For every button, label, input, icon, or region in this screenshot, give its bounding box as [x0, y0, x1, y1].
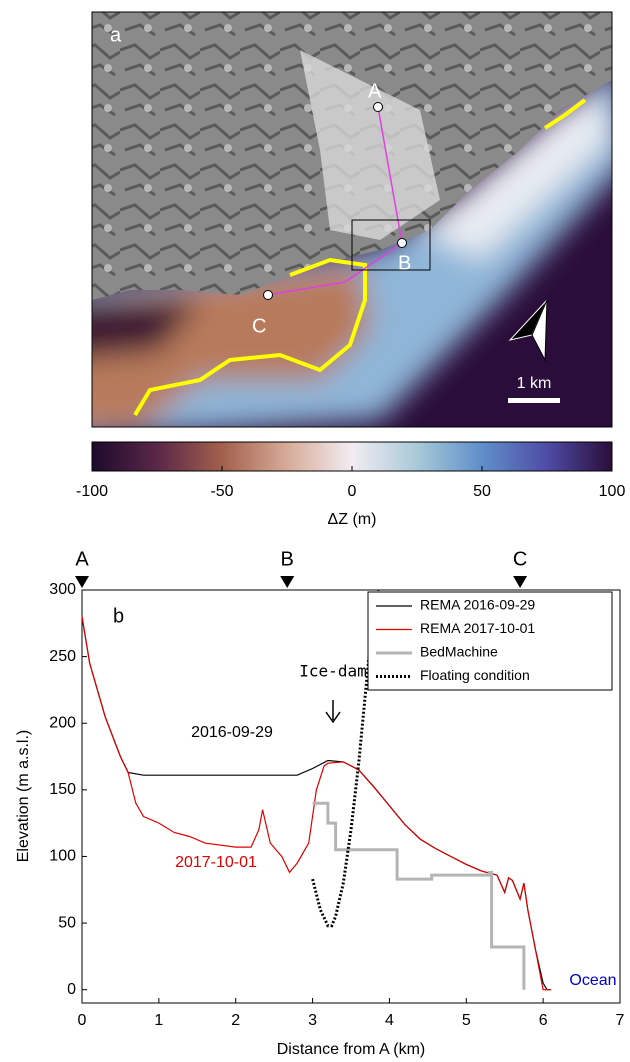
y-tick-label: 50 [58, 914, 76, 931]
plot-frame [81, 589, 621, 1004]
marker-label: A [75, 548, 89, 570]
annotation-arrow [325, 700, 341, 724]
legend-label: REMA 2017-10-01 [420, 620, 535, 636]
x-tick-label: 0 [78, 1012, 87, 1029]
x-tick-label: 4 [385, 1012, 394, 1029]
x-tick-label: 100 [599, 483, 626, 500]
x-tick-label: 5 [462, 1012, 471, 1029]
x-tick-label: -50 [210, 483, 233, 500]
y-axis-label: Elevation (m a.s.l.) [15, 730, 32, 862]
annotation: Ocean [569, 972, 616, 989]
legend-box [367, 591, 613, 691]
section-marker [513, 576, 528, 588]
annotation: 2017-10-01 [175, 854, 257, 871]
y-tick-label: 150 [49, 781, 76, 798]
y-tick-label: 300 [49, 581, 76, 598]
series-line [81, 616, 551, 991]
x-tick-label: 0 [348, 483, 357, 500]
scale-label: 1 km [517, 375, 552, 392]
point-label: B [398, 252, 411, 274]
x-tick-label: 1 [154, 1012, 163, 1029]
x-tick-label: 7 [616, 1012, 625, 1029]
series-line [312, 801, 526, 990]
marker-label: C [513, 548, 527, 570]
marker-label: B [281, 548, 294, 570]
x-tick-label: 3 [308, 1012, 317, 1029]
annotation: Ice-dam [299, 662, 366, 681]
section-marker [280, 576, 295, 588]
x-tick-label: -100 [76, 483, 108, 500]
x-tick-label: 6 [539, 1012, 548, 1029]
panel-label: a [110, 24, 122, 46]
y-tick-label: 100 [49, 848, 76, 865]
map [92, 12, 612, 427]
panel-label: b [113, 605, 124, 627]
x-tick-label: 2 [231, 1012, 240, 1029]
point-label: C [252, 315, 266, 337]
x-axis-label: Distance from A (km) [277, 1041, 425, 1058]
x-tick-label: 50 [473, 483, 491, 500]
y-tick-label: 0 [67, 981, 76, 998]
section-marker [75, 576, 89, 588]
colorbar-label: ΔZ (m) [328, 511, 377, 528]
map-frame [91, 11, 613, 428]
legend-label: REMA 2016-09-29 [420, 597, 535, 613]
y-tick-label: 200 [49, 714, 76, 731]
y-tick-label: 250 [49, 648, 76, 665]
legend-label: BedMachine [420, 644, 498, 660]
point-label: A [368, 80, 382, 102]
annotation: 2016-09-29 [191, 724, 273, 741]
legend-label: Floating condition [420, 667, 530, 683]
